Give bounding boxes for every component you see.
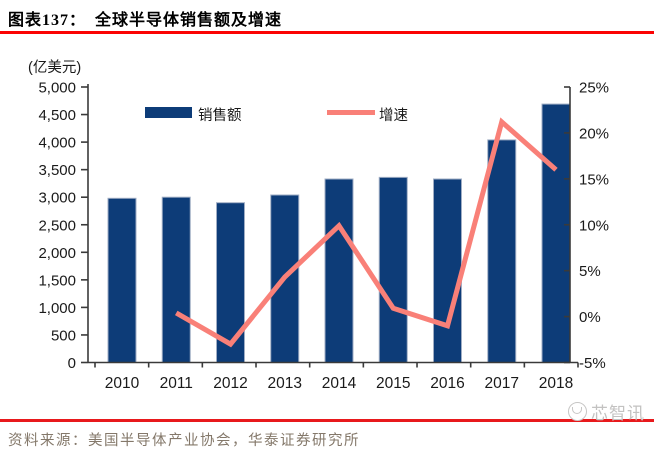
left-axis-tick-label: 2,000: [38, 245, 76, 262]
x-axis-category-label: 2012: [213, 375, 247, 392]
legend-bar-swatch: [145, 107, 192, 118]
x-axis-category-label: 2014: [322, 375, 357, 392]
watermark-text: 芯智讯: [591, 404, 645, 423]
x-axis-category-label: 2016: [430, 375, 464, 392]
bar-2014: [324, 178, 354, 363]
x-axis-category-label: 2015: [376, 375, 410, 392]
left-axis-tick-label: 4,000: [38, 135, 76, 152]
watermark-logo: 芯智讯: [568, 399, 645, 424]
right-axis-tick-label: 0%: [579, 309, 601, 326]
watermark-circle-icon: [568, 402, 587, 421]
x-axis-category-label: 2018: [539, 375, 573, 392]
right-axis-tick-label: -5%: [579, 355, 606, 372]
bar-2017: [487, 139, 517, 363]
right-axis-tick-label: 5%: [579, 263, 601, 280]
left-axis-unit-label: (亿美元): [28, 59, 81, 76]
x-axis-category-label: 2011: [160, 375, 193, 392]
left-axis-tick-label: 0: [68, 355, 76, 372]
legend-line-label: 增速: [379, 107, 408, 124]
right-axis-tick-label: 20%: [579, 125, 609, 142]
growth-line-series: [175, 117, 558, 348]
left-axis-tick-label: 5,000: [38, 80, 76, 97]
footer-rule: [0, 419, 654, 422]
left-axis-tick-label: 1,500: [38, 272, 76, 289]
right-axis-tick-label: 15%: [579, 171, 609, 188]
source-note: 资料来源：美国半导体产业协会，华泰证券研究所: [8, 433, 360, 449]
left-axis-tick-label: 3,500: [38, 162, 76, 179]
right-axis-tick-label: 10%: [579, 217, 609, 234]
x-axis-category-label: 2010: [105, 375, 140, 392]
bar-2016: [433, 178, 462, 363]
left-axis-tick-label: 3,000: [38, 190, 76, 207]
figure-title: 图表137： 全球半导体销售额及增速: [8, 12, 283, 29]
left-axis-tick-label: 2,500: [38, 217, 76, 234]
left-axis-tick-label: 4,500: [38, 107, 76, 124]
bar-2015: [378, 176, 408, 363]
legend-bar-label: 销售额: [198, 107, 242, 124]
x-axis-category-label: 2017: [485, 375, 519, 392]
bar-2011: [161, 196, 191, 363]
left-axis-tick-label: 500: [51, 327, 76, 344]
title-underline-rule: [0, 31, 654, 34]
right-axis-tick-label: 25%: [579, 80, 609, 97]
bar-2018: [541, 103, 571, 364]
left-axis-tick-label: 1,000: [38, 300, 76, 317]
x-axis-category-label: 2013: [268, 375, 302, 392]
bar-2010: [107, 197, 137, 363]
